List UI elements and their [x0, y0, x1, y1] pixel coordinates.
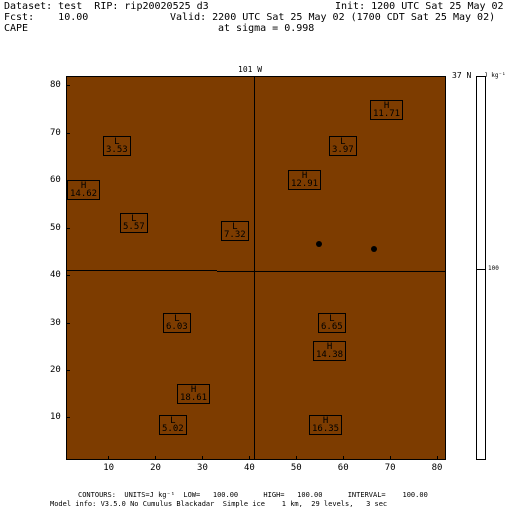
x-tick-mark	[295, 456, 297, 460]
x-tick-label: 30	[197, 463, 208, 473]
marker-value: 16.35	[312, 424, 340, 434]
marker-value: 6.65	[321, 322, 343, 332]
x-tick-mark	[155, 456, 157, 460]
marker-type: H	[301, 171, 308, 181]
x-tick-label: 80	[431, 463, 443, 473]
marker-type: L	[170, 416, 176, 426]
marker-value: 14.38	[316, 350, 344, 360]
marker-value: 11.71	[373, 109, 401, 119]
station-dot	[316, 241, 322, 247]
marker-type: H	[326, 342, 333, 352]
y-tick-label: 40	[50, 270, 61, 281]
high-marker: H 16.35	[309, 415, 343, 435]
low-marker: L 3.53	[103, 136, 131, 156]
x-tick-mark	[202, 456, 204, 460]
low-marker: L 6.03	[163, 313, 191, 333]
marker-value: 7.32	[224, 230, 246, 240]
y-tick-label: 70	[50, 127, 61, 138]
marker-type: L	[131, 214, 137, 224]
colorbar	[476, 76, 486, 460]
marker-value: 3.53	[106, 145, 128, 155]
station-dot	[371, 246, 377, 252]
low-marker: L 3.97	[329, 136, 357, 156]
marker-value: 18.61	[180, 393, 208, 403]
marker-type: H	[80, 181, 87, 191]
x-tick-mark	[248, 456, 250, 460]
y-tick-mark	[66, 417, 70, 419]
marker-type: H	[190, 385, 197, 395]
x-tick-mark	[342, 456, 344, 460]
x-tick-label: 20	[150, 463, 161, 473]
y-tick-label: 60	[50, 175, 61, 186]
high-marker: H 18.61	[177, 384, 211, 404]
sigma-level: at sigma = 0.998	[218, 23, 315, 34]
longitude-label: 101 W	[238, 65, 263, 74]
dataset-label: Dataset: test RIP: rip20020525 d3	[4, 1, 209, 12]
marker-value: 12.91	[291, 179, 319, 189]
y-tick-mark	[66, 85, 70, 87]
x-tick-mark	[436, 456, 438, 460]
high-marker: H 12.91	[288, 170, 322, 190]
map-plot-area	[66, 76, 446, 460]
marker-type: H	[322, 416, 329, 426]
y-tick-mark	[66, 227, 70, 229]
colorbar-tick	[477, 269, 485, 270]
contour-line-right	[217, 271, 445, 272]
x-tick-label: 10	[103, 463, 115, 473]
high-marker: H 14.62	[67, 180, 101, 200]
colorbar-units: J kg⁻¹	[484, 72, 506, 79]
contour-line-left	[67, 270, 217, 271]
y-tick-mark	[66, 275, 70, 277]
marker-type: L	[114, 137, 120, 147]
y-tick-mark	[66, 369, 70, 371]
x-tick-mark	[389, 456, 391, 460]
y-tick-label: 30	[50, 317, 61, 328]
y-tick-label: 10	[50, 412, 61, 423]
y-tick-label: 80	[50, 80, 61, 91]
marker-type: H	[383, 101, 390, 111]
colorbar-label: 100	[488, 265, 499, 272]
latitude-label: 37 N	[452, 71, 472, 80]
low-marker: L 5.02	[159, 415, 187, 435]
high-marker: H 11.71	[370, 100, 404, 120]
forecast-hour: Fcst: 10.00	[4, 12, 89, 23]
low-marker: L 6.65	[318, 313, 346, 333]
y-tick-mark	[66, 132, 70, 134]
marker-value: 6.03	[166, 322, 188, 332]
field-name: CAPE	[4, 23, 29, 34]
x-tick-label: 40	[243, 463, 255, 473]
high-marker: H 14.38	[313, 341, 347, 361]
marker-type: L	[232, 222, 238, 232]
x-tick-label: 70	[384, 463, 396, 473]
model-info: Model info: V3.5.0 No Cumulus Blackadar …	[50, 500, 388, 508]
marker-value: 14.62	[70, 189, 98, 199]
valid-time: Valid: 2200 UTC Sat 25 May 02 (1700 CDT …	[170, 12, 496, 23]
init-time: Init: 1200 UTC Sat 25 May 02	[335, 1, 504, 12]
x-tick-label: 60	[337, 463, 349, 473]
marker-value: 5.02	[162, 424, 184, 434]
x-tick-label: 50	[290, 463, 302, 473]
low-marker: L 5.57	[120, 213, 148, 233]
longitude-line	[254, 77, 255, 459]
y-tick-mark	[66, 322, 70, 324]
x-tick-mark	[108, 456, 110, 460]
marker-type: L	[174, 314, 180, 324]
y-tick-label: 20	[50, 364, 61, 375]
contour-info: CONTOURS: UNITS=J kg⁻¹ LOW= 100.00 HIGH=…	[78, 491, 428, 499]
marker-value: 5.57	[123, 222, 145, 232]
marker-type: L	[340, 137, 346, 147]
marker-type: L	[329, 314, 335, 324]
low-marker: L 7.32	[221, 221, 249, 241]
y-tick-label: 50	[50, 222, 61, 233]
marker-value: 3.97	[332, 145, 354, 155]
